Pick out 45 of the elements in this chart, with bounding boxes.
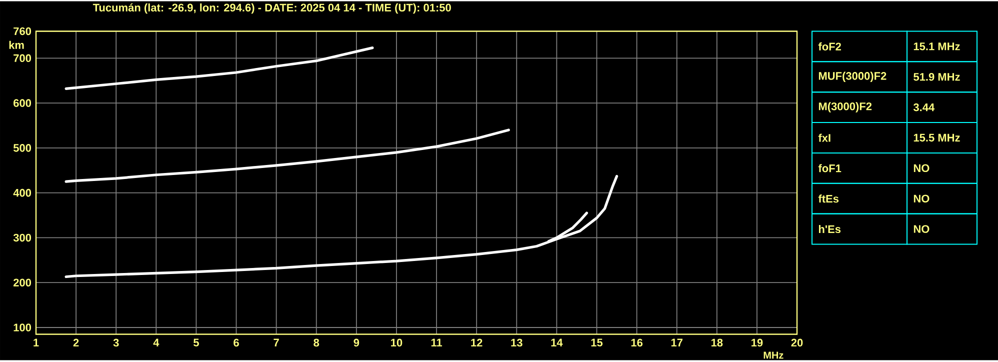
text: 51.9 MHz (914, 72, 960, 81)
text: 15.5 MHz (914, 134, 960, 142)
x-tick-label: 20 (791, 338, 803, 347)
x-tick-label: 12 (471, 338, 482, 346)
text: NO (914, 164, 930, 172)
text: MUF(3000)F2 (818, 72, 886, 82)
text: M(3000)F2 (818, 102, 872, 112)
x-tick-label: 10 (391, 338, 402, 347)
y-axis-title: km (9, 40, 24, 49)
x-tick-label: 18 (711, 338, 723, 347)
text: foF1 (818, 164, 842, 172)
y-tick-label: 300 (13, 234, 32, 242)
text: 15.1 MHz (914, 42, 960, 50)
x-tick-label: 9 (354, 338, 360, 347)
x-tick-label: 5 (194, 338, 199, 346)
x-tick-label: 13 (511, 338, 522, 347)
y-tick-label: 700 (14, 54, 32, 62)
text: NO (914, 225, 930, 233)
text: foF2 (818, 42, 841, 50)
x-tick-label: 19 (752, 338, 763, 347)
y-tick-label: 200 (13, 278, 32, 287)
x-tick-label: 8 (314, 338, 320, 347)
text: ftEs (818, 194, 839, 203)
x-tick-label: 7 (274, 338, 279, 346)
y-tick-label: 400 (13, 188, 32, 197)
text: h'Es (818, 224, 841, 234)
y-tick-label: 100 (14, 324, 32, 332)
x-tick-label: 4 (153, 338, 160, 346)
x-tick-label: 14 (551, 338, 563, 346)
x-tick-label: 16 (631, 338, 643, 347)
x-tick-label: 17 (671, 338, 682, 346)
x-tick-label: 11 (431, 338, 442, 346)
x-tick-label: 15 (591, 338, 603, 346)
y-tick-label: 760 (14, 27, 32, 36)
y-tick-label: 500 (13, 144, 32, 152)
text: fxI (818, 134, 830, 142)
x-tick-label: 3 (113, 338, 119, 347)
y-tick-label: 600 (14, 99, 32, 107)
x-tick-label: 1 (34, 338, 39, 346)
x-axis-title: MHz (764, 352, 784, 359)
text: 3.44 (913, 103, 935, 112)
x-tick-label: 2 (73, 338, 79, 346)
text: NO (914, 194, 930, 203)
chart-title: Tucumán (lat: -26.9, lon: 294.6) - DATE: 2025 04 14 - TIME (UT): 01:50 (92, 3, 451, 14)
x-tick-label: 6 (234, 338, 239, 347)
